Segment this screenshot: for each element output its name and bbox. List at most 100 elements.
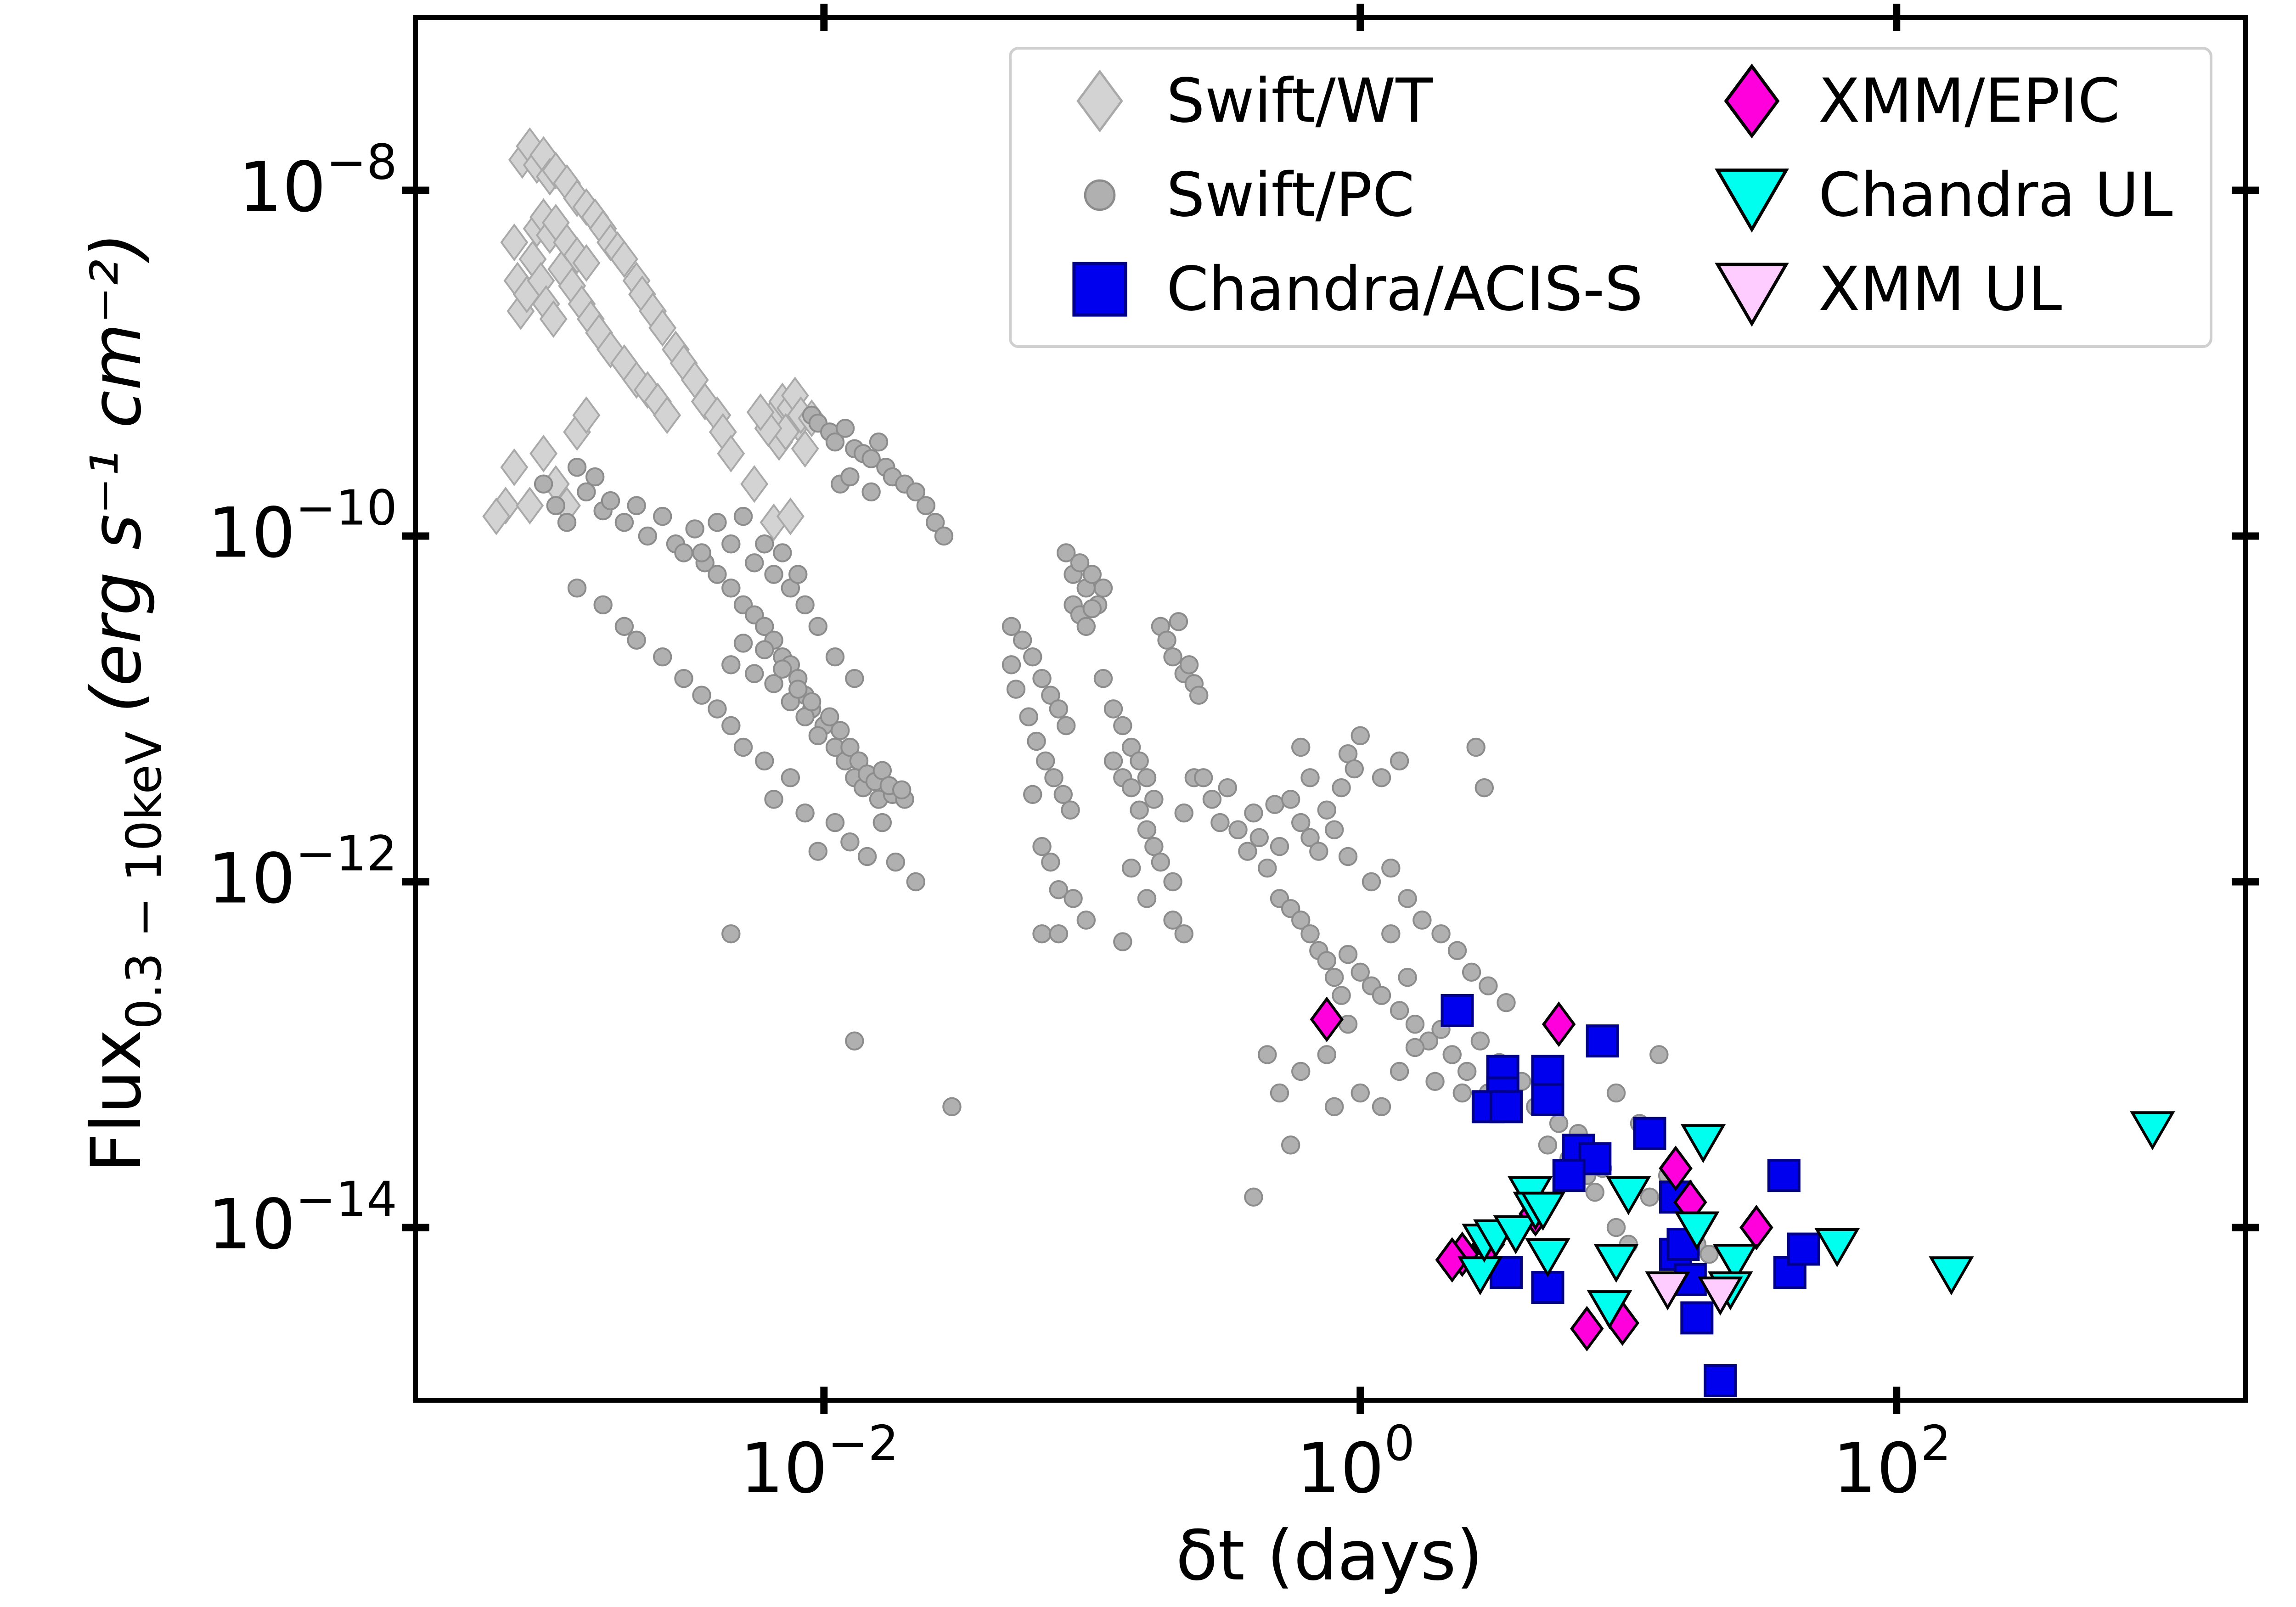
data-point [1006, 680, 1026, 699]
data-point [1698, 1276, 1743, 1316]
data-point [500, 223, 529, 261]
data-point [1390, 1001, 1409, 1020]
data-point [1041, 852, 1060, 872]
data-point [1457, 1062, 1477, 1081]
data-point [1070, 553, 1090, 573]
data-point [1317, 1045, 1337, 1064]
data-point [1163, 647, 1182, 667]
data-point [1412, 910, 1432, 930]
data-point [1002, 655, 1021, 674]
axis-ticks [402, 4, 2259, 1414]
data-point [1103, 699, 1123, 719]
data-point [1082, 565, 1102, 584]
data-point [1704, 1364, 1737, 1398]
data-point [1157, 630, 1176, 650]
data-point [795, 803, 815, 823]
data-point [1531, 1055, 1564, 1088]
data-point [500, 448, 529, 486]
data-point [1351, 1083, 1370, 1103]
legend-label: Chandra/ACIS-S [1166, 254, 1643, 325]
data-point [1606, 1218, 1626, 1237]
data-point [1249, 828, 1269, 848]
data-point [1593, 1243, 1639, 1283]
data-point [1036, 751, 1055, 771]
data-point [1680, 1124, 1726, 1163]
data-point [1137, 889, 1157, 908]
plot-frame [413, 15, 2248, 1403]
data-point [1144, 790, 1164, 809]
data-point [942, 1097, 962, 1117]
data-point [1351, 726, 1370, 746]
data-point [1169, 612, 1188, 631]
data-point [653, 647, 672, 667]
data-point [482, 497, 511, 535]
data-point [1174, 924, 1193, 944]
data-point [872, 813, 892, 832]
data-point [1372, 768, 1391, 787]
data-point [1113, 932, 1132, 951]
data-point [744, 553, 764, 573]
data-point [1137, 768, 1157, 787]
data-point [539, 300, 568, 338]
data-point [1425, 1072, 1445, 1091]
data-point [721, 716, 741, 736]
data-point [1929, 1256, 1974, 1296]
data-point [1520, 1191, 1566, 1231]
data-marks [482, 127, 2175, 1398]
data-point [648, 309, 677, 347]
data-point [857, 847, 877, 866]
data-point [733, 506, 753, 526]
data-point [733, 634, 753, 653]
data-point [601, 491, 620, 511]
data-point [1093, 579, 1113, 598]
data-point [653, 506, 672, 526]
data-point [1056, 716, 1076, 736]
data-point [1332, 986, 1351, 1005]
data-point [1291, 910, 1311, 930]
data-point [1049, 924, 1069, 944]
data-point [627, 630, 646, 650]
data-point [1258, 1045, 1277, 1064]
data-point [1019, 707, 1038, 726]
data-point [744, 664, 764, 683]
data-point [1113, 716, 1132, 736]
data-point [1466, 737, 1486, 757]
data-point [614, 617, 634, 636]
data-point [1649, 1045, 1669, 1064]
data-point [1300, 924, 1320, 944]
data-point [808, 617, 828, 636]
data-point [795, 595, 815, 615]
legend-marker [1072, 262, 1127, 317]
data-point [1002, 617, 1021, 636]
data-point [1210, 813, 1230, 832]
data-point [840, 737, 860, 757]
data-point [1447, 941, 1467, 961]
data-point [1193, 768, 1213, 787]
data-point [1549, 1114, 1569, 1133]
data-point [692, 686, 711, 705]
data-point [572, 396, 601, 434]
data-point [840, 832, 860, 852]
data-point [1076, 617, 1096, 636]
data-point [1093, 669, 1113, 688]
data-point [1281, 790, 1300, 809]
data-point [1405, 1038, 1425, 1057]
data-point [546, 496, 566, 515]
data-point [1130, 751, 1149, 771]
data-point [1291, 1062, 1311, 1081]
data-point [1324, 1097, 1344, 1117]
data-point [1680, 1301, 1714, 1335]
legend-marker [1084, 179, 1116, 211]
data-point [708, 512, 727, 532]
data-point [934, 526, 954, 546]
data-point [1381, 858, 1401, 878]
data-point [1405, 1014, 1425, 1034]
data-point [802, 692, 822, 712]
svg-text:Flux0.3 − 10keV(erg s⁻¹ cm⁻²): Flux0.3 − 10keV (erg s⁻¹ cm⁻²) [77, 232, 172, 1173]
data-point [1144, 837, 1164, 856]
data-point [746, 393, 775, 432]
data-point [1525, 1238, 1570, 1277]
data-point [1398, 889, 1417, 908]
data-point [755, 640, 774, 659]
